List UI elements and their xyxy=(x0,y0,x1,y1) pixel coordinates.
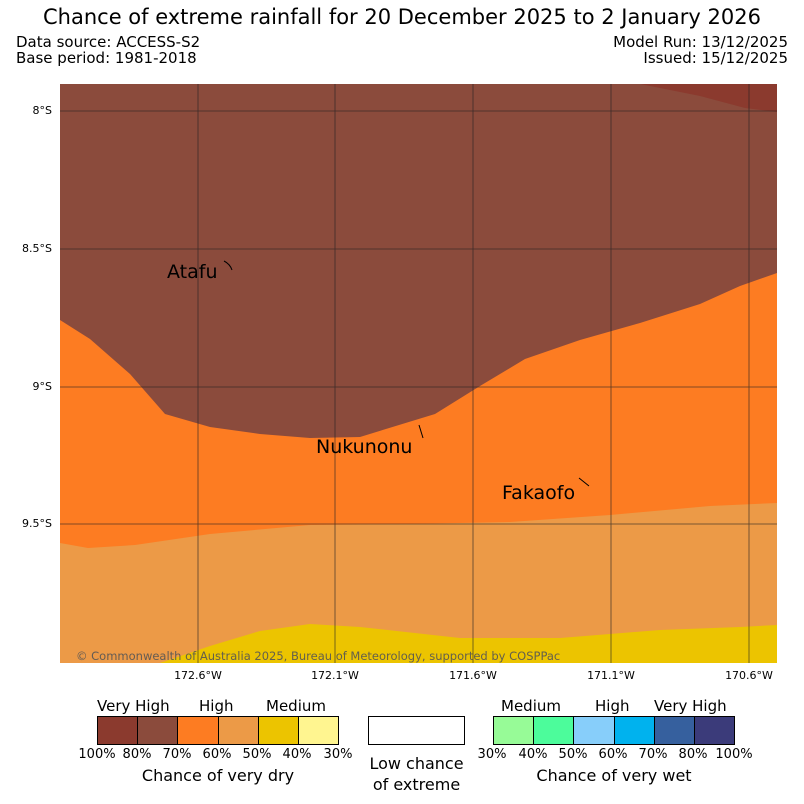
nukunonu-island xyxy=(418,424,424,439)
legend-wet-very-high: Very High xyxy=(654,697,727,715)
legend-dry-tick: 50% xyxy=(242,747,272,762)
header-right: Model Run: 13/12/2025 Issued: 15/12/2025 xyxy=(613,34,788,66)
swatch-dry-60-50 xyxy=(218,717,259,744)
fakaofo-island xyxy=(578,477,590,487)
zone-very-high-dry-70-80 xyxy=(60,84,777,438)
place-label-nukunonu: Nukunonu xyxy=(316,436,413,458)
legend-wet-tick: 100% xyxy=(715,747,753,762)
map-panel[interactable] xyxy=(60,84,777,663)
lon-label-171-6w: 171.6°W xyxy=(449,669,497,682)
legend-wet-tick: 60% xyxy=(598,747,628,762)
lon-label-171-1w: 171.1°W xyxy=(587,669,635,682)
swatch-dry-70-60 xyxy=(178,717,219,744)
legend-wet-caption: Chance of very wet xyxy=(536,766,692,785)
swatch-wet-60-70 xyxy=(614,717,655,744)
legend-dry-very-high: Very High xyxy=(97,697,170,715)
swatch-wet-80-100 xyxy=(694,717,735,744)
legend-dry-tick: 40% xyxy=(282,747,312,762)
legend-low-caption-line2: of extreme xyxy=(372,775,461,794)
legend-wet-tick: 40% xyxy=(518,747,548,762)
header-left: Data source: ACCESS-S2 Base period: 1981… xyxy=(16,34,200,66)
atafu-island xyxy=(223,260,233,271)
swatch-dry-100-80 xyxy=(98,717,139,744)
legend-low-swatch xyxy=(368,716,465,745)
legend-low-caption-line1: Low chance xyxy=(369,754,464,773)
lon-label-172-1w: 172.1°W xyxy=(311,669,359,682)
legend-low-caption: Low chance of extreme xyxy=(358,753,475,795)
swatch-wet-40-50 xyxy=(534,717,575,744)
legend-dry-tick: 80% xyxy=(122,747,152,762)
map-svg xyxy=(60,84,777,663)
swatch-dry-50-40 xyxy=(258,717,299,744)
swatch-wet-30-40 xyxy=(494,717,535,744)
lat-label-9-5s: 9.5°S xyxy=(22,517,52,530)
issued-text: Issued: 15/12/2025 xyxy=(643,49,788,67)
islands xyxy=(223,260,590,487)
graticule xyxy=(60,84,777,663)
lon-label-172-6w: 172.6°W xyxy=(174,669,222,682)
swatch-dry-80-70 xyxy=(138,717,179,744)
legend-wet-colorbar xyxy=(493,716,735,745)
legend-dry-tick: 60% xyxy=(202,747,232,762)
legend-wet-tick: 80% xyxy=(678,747,708,762)
swatch-wet-50-60 xyxy=(574,717,615,744)
place-label-atafu: Atafu xyxy=(167,261,218,283)
copyright-notice: © Commonwealth of Australia 2025, Bureau… xyxy=(76,649,561,663)
base-period-text: Base period: 1981-2018 xyxy=(16,49,197,67)
data-source-text: Data source: ACCESS-S2 xyxy=(16,33,201,51)
lon-label-170-6w: 170.6°W xyxy=(725,669,773,682)
legend-wet-medium: Medium xyxy=(501,697,561,715)
legend-wet-tick: 30% xyxy=(477,747,507,762)
legend-dry-tick: 30% xyxy=(323,747,353,762)
zone-very-high-dry-80-100 xyxy=(640,84,777,112)
legend-dry-colorbar xyxy=(97,716,339,745)
legend-dry-tick: 70% xyxy=(162,747,192,762)
legend-dry-tick: 100% xyxy=(78,747,116,762)
model-run-text: Model Run: 13/12/2025 xyxy=(613,33,788,51)
legend-dry-medium: Medium xyxy=(266,697,326,715)
place-label-fakaofo: Fakaofo xyxy=(502,482,576,504)
swatch-wet-70-80 xyxy=(654,717,695,744)
lat-label-8-5s: 8.5°S xyxy=(22,242,52,255)
swatch-dry-40-30 xyxy=(298,717,339,744)
legend-wet-tick: 50% xyxy=(558,747,588,762)
lat-label-9s: 9°S xyxy=(32,380,52,393)
legend-wet-high: High xyxy=(595,697,630,715)
chart-title: Chance of extreme rainfall for 20 Decemb… xyxy=(43,5,761,29)
legend-wet-tick: 70% xyxy=(638,747,668,762)
legend-dry-caption: Chance of very dry xyxy=(141,766,295,785)
legend-dry-high: High xyxy=(199,697,234,715)
lat-label-8s: 8°S xyxy=(32,104,52,117)
